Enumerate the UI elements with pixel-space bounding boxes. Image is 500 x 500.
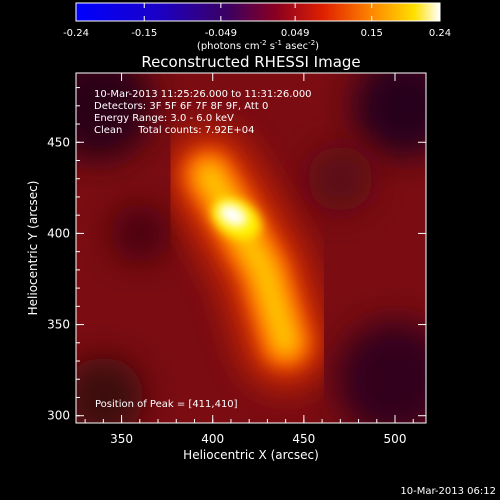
y-tick-label: 350 (47, 318, 70, 332)
heatmap-source (161, 127, 334, 391)
x-tick-label: 350 (110, 432, 133, 446)
peak-position-label: Position of Peak = [411,410] (95, 399, 238, 410)
annotation-time: 10-Mar-2013 11:25:26.000 to 11:31:26.000 (94, 89, 312, 100)
annotation-detectors: Detectors: 3F 5F 6F 7F 8F 9F, Att 0 (94, 101, 268, 112)
source-bright (196, 162, 299, 356)
plot-frame (75, 72, 427, 424)
heatmap-low-region (110, 204, 169, 263)
y-axis-ticks: 300 350 400 450 (47, 87, 426, 423)
colorbar-tick-label: 0.15 (361, 28, 383, 39)
heatmap-low-region (353, 73, 426, 157)
y-tick-label: 300 (47, 409, 70, 423)
annotation-block: 10-Mar-2013 11:25:26.000 to 11:31:26.000… (94, 89, 312, 136)
y-tick-label: 400 (47, 226, 70, 240)
colorbar-unit: (photons cm-2 s-1 asec-2) (197, 39, 319, 52)
x-tick-label: 400 (201, 432, 224, 446)
heatmap-low-region (76, 73, 153, 161)
x-axis-ticks: 350 400 450 500 (84, 73, 414, 446)
colorbar-tick-label: -0.049 (205, 28, 237, 39)
annotation-energy: Energy Range: 3.0 - 6.0 keV (94, 113, 234, 124)
heatmap-low-region (336, 320, 426, 423)
chart-title: Reconstructed RHESSI Image (141, 53, 360, 71)
heatmap-low-region (307, 145, 374, 212)
x-tick-label: 450 (292, 432, 315, 446)
footer-timestamp: 10-Mar-2013 06:12 (400, 486, 496, 497)
x-axis-label: Heliocentric X (arcsec) (183, 448, 319, 462)
colorbar-tick-label: -0.15 (131, 28, 157, 39)
peak-core (218, 203, 247, 227)
y-tick-label: 450 (47, 135, 70, 149)
y-axis-label: Heliocentric Y (arcsec) (26, 181, 40, 316)
colorbar-tick-label: 0.049 (281, 28, 310, 39)
heatmap-low-region (76, 357, 144, 423)
colorbar-tick-label: -0.24 (63, 28, 89, 39)
colorbar-tick-label: 0.24 (429, 28, 451, 39)
heatmap-dark-regions (76, 73, 426, 423)
colorbar (75, 2, 441, 22)
x-tick-label: 500 (384, 432, 407, 446)
colorbar-ticks: -0.24 -0.15 -0.049 0.049 0.15 0.24 (63, 3, 451, 39)
annotation-counts: Clean Total counts: 7.92E+04 (94, 125, 254, 136)
heatmap-image (76, 73, 426, 423)
